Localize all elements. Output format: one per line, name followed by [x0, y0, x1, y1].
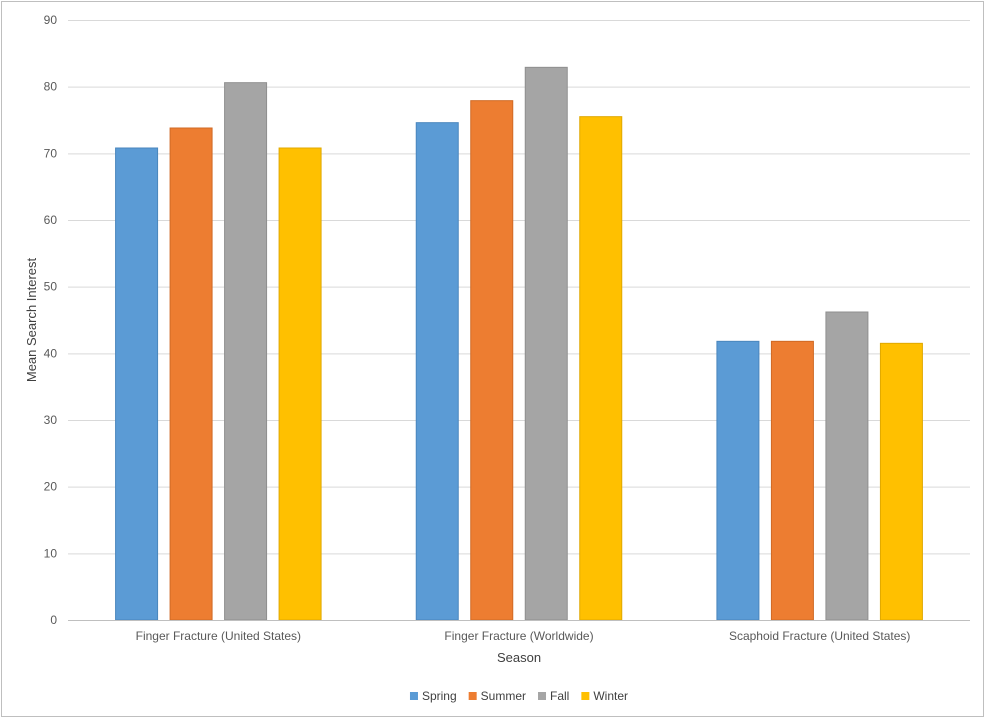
x-tick-label: Finger Fracture (United States): [136, 629, 301, 643]
bar-summer-0: [169, 127, 213, 621]
bar-winter-1: [579, 116, 623, 621]
bar-fall-2: [825, 311, 869, 621]
legend: Spring Summer Fall Winter: [409, 689, 628, 703]
bar-spring-1: [415, 122, 459, 621]
legend-label: Spring: [422, 689, 457, 703]
legend-swatch: [468, 692, 477, 700]
legend-item-winter: Winter: [581, 689, 628, 703]
x-tick-label: Scaphoid Fracture (United States): [729, 629, 910, 643]
bar-summer-2: [770, 340, 814, 621]
legend-item-fall: Fall: [538, 689, 569, 703]
bar-winter-0: [278, 147, 322, 621]
legend-label: Fall: [550, 689, 569, 703]
y-axis-title: Mean Search Interest: [24, 257, 39, 382]
bar-fall-1: [524, 66, 568, 621]
y-tick-label: 70: [44, 146, 58, 160]
legend-swatch: [538, 692, 547, 700]
y-tick-label: 10: [44, 546, 58, 560]
y-tick-label: 20: [44, 480, 58, 494]
legend-label: Winter: [593, 689, 628, 703]
legend-label: Summer: [481, 689, 526, 703]
gridlines: [68, 20, 970, 555]
y-tick-label: 40: [44, 346, 58, 360]
bar-winter-2: [879, 342, 923, 621]
bar-spring-2: [716, 340, 760, 621]
y-tick-label: 0: [50, 613, 57, 627]
y-axis-ticks: 0 10 20 30 40 50 60 70 80 90: [44, 13, 58, 627]
y-tick-label: 90: [44, 13, 58, 27]
x-tick-label: Finger Fracture (Worldwide): [444, 629, 593, 643]
bar-summer-1: [470, 100, 514, 621]
bar-spring-0: [115, 147, 159, 621]
legend-item-summer: Summer: [468, 689, 526, 703]
y-tick-label: 80: [44, 80, 58, 94]
x-axis-title: Season: [497, 650, 541, 665]
y-tick-label: 60: [44, 213, 58, 227]
bar-fall-0: [224, 82, 268, 621]
legend-item-spring: Spring: [409, 689, 457, 703]
legend-swatch: [409, 692, 418, 700]
y-tick-label: 50: [44, 280, 58, 294]
bars: [115, 66, 923, 621]
x-axis-ticks: Finger Fracture (United States) Finger Fr…: [136, 629, 911, 643]
y-tick-label: 30: [44, 413, 58, 427]
legend-swatch: [581, 692, 590, 700]
